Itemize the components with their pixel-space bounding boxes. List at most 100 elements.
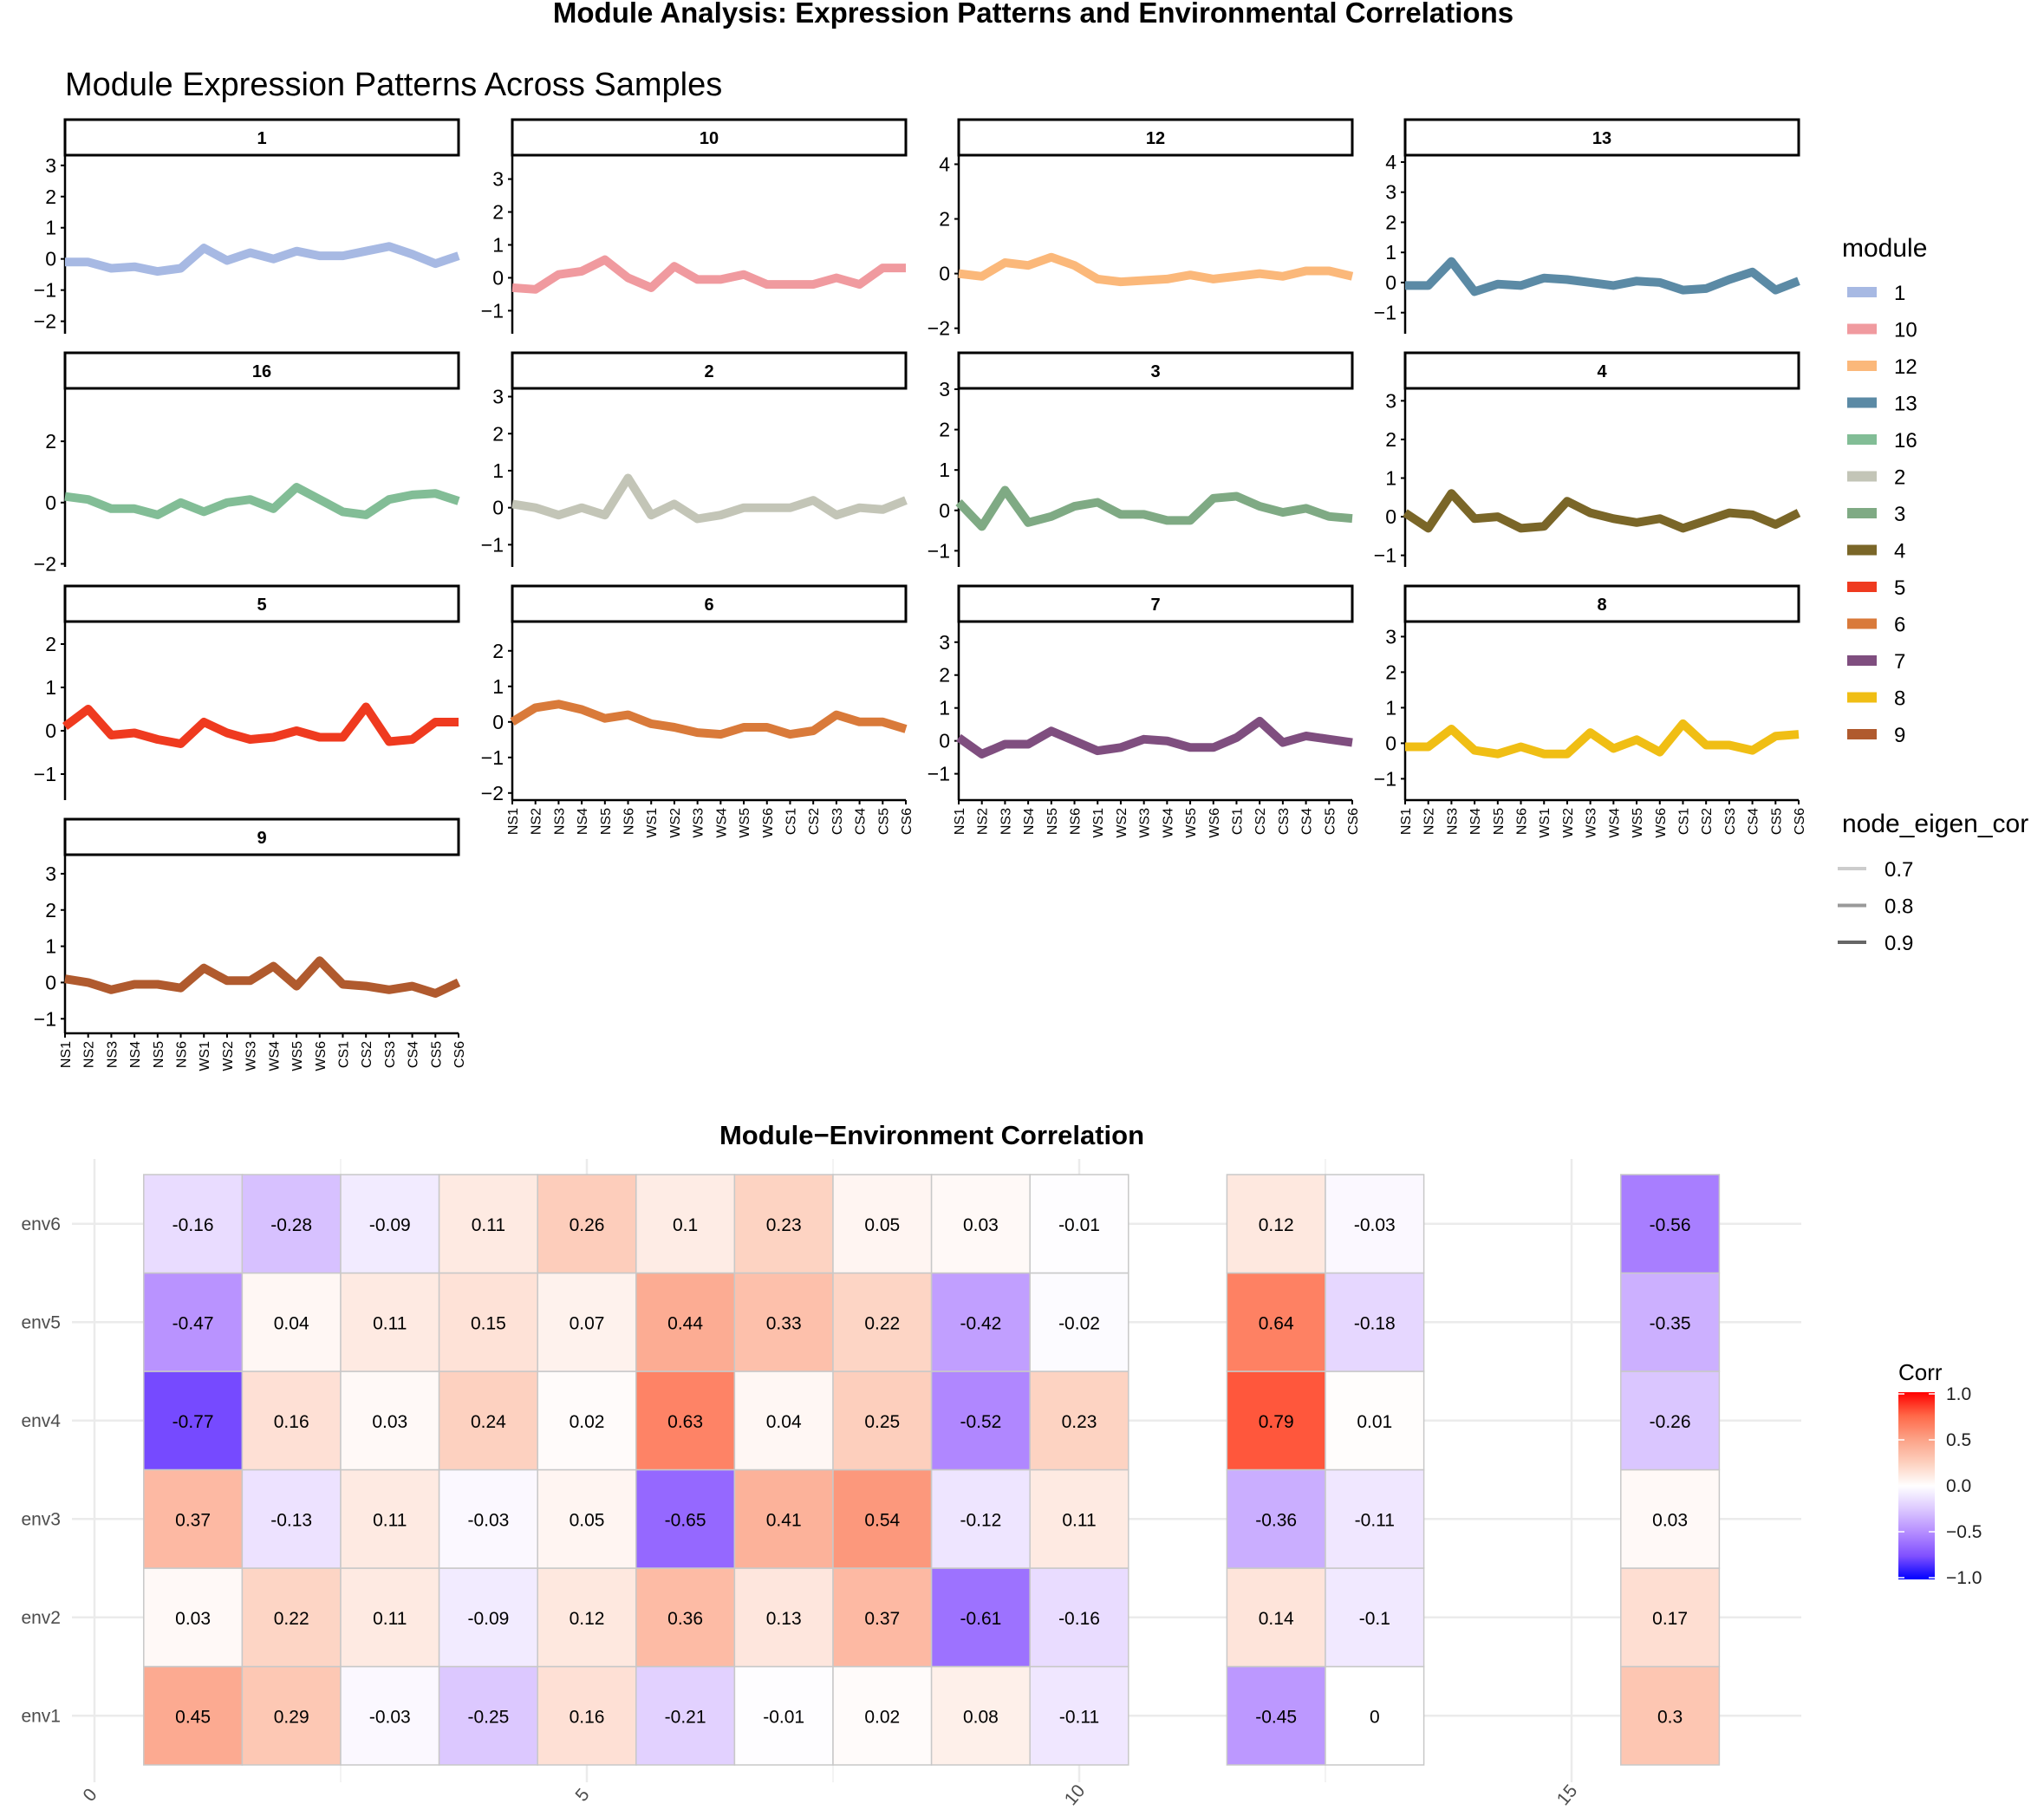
facet-strip-label: 6: [704, 596, 713, 615]
x-tick-label: WS4: [267, 1041, 282, 1071]
x-tick-label: CS3: [1277, 808, 1292, 835]
main-title: Module Analysis: Expression Patterns and…: [553, 0, 1513, 29]
x-tick-label: NS4: [576, 808, 590, 835]
x-tick-label: WS2: [1115, 808, 1129, 838]
heatmap-cell-label: -0.56: [1650, 1215, 1691, 1235]
module-legend: module11012131623456789node_eigen_cor0.7…: [1838, 234, 2028, 955]
x-tick-label: NS2: [1422, 808, 1437, 835]
x-tick-label: WS5: [1631, 808, 1645, 838]
y-tick-label: −1: [1374, 767, 1396, 790]
facet-strip-label: 13: [1592, 129, 1611, 148]
y-tick-label: 0: [45, 492, 56, 514]
heatmap-cell-label: 0.11: [1062, 1510, 1096, 1530]
colorbar-tick-label: −0.5: [1946, 1522, 1982, 1542]
y-tick-label: 4: [1385, 151, 1396, 173]
x-tick-label: NS3: [999, 808, 1013, 835]
y-tick-label: −1: [34, 1007, 56, 1030]
x-tick-label: CS6: [1346, 808, 1361, 835]
facet-strip-label: 2: [704, 362, 713, 381]
heatmap-cell-label: -0.65: [665, 1510, 706, 1530]
node-eigen-cor-legend-title: node_eigen_cor: [1842, 810, 2028, 838]
x-tick-label: WS6: [1208, 808, 1222, 838]
heatmap-cell-label: -0.09: [369, 1215, 411, 1235]
heatmap-cell-label: -0.11: [1355, 1510, 1395, 1530]
legend-key-3: [1847, 508, 1877, 518]
heatmap-cell-label: 0.11: [373, 1609, 407, 1629]
heatmap-cell-label: 0.08: [963, 1707, 999, 1727]
y-tick-label: 2: [492, 422, 504, 445]
y-tick-label: 3: [45, 863, 56, 885]
facet-strip-label: 7: [1150, 596, 1160, 615]
x-tick-label: WS6: [314, 1041, 329, 1071]
heatmap-cell-label: -0.16: [1058, 1609, 1100, 1629]
y-tick-label: 2: [1385, 428, 1396, 451]
x-tick-label: WS4: [714, 808, 729, 838]
y-tick-label: −2: [34, 310, 56, 333]
y-tick-label: 3: [492, 168, 504, 191]
y-tick-label: −1: [481, 746, 504, 769]
y-tick-label: −2: [928, 317, 950, 340]
x-tick-label: NS5: [1492, 808, 1507, 835]
heatmap-cell-label: -0.61: [960, 1609, 1001, 1629]
x-tick-label: NS5: [599, 808, 614, 835]
y-tick-label: 3: [45, 154, 56, 177]
y-tick-label: −2: [481, 782, 504, 804]
x-tick-label: WS1: [645, 808, 660, 838]
x-tick-label: NS6: [622, 808, 637, 835]
eigengene-line-12: [959, 257, 1352, 282]
y-tick-label: −1: [928, 763, 950, 785]
x-tick-label: NS5: [1045, 808, 1060, 835]
eigengene-line-8: [1405, 724, 1799, 754]
heatmap-cell-label: -0.18: [1354, 1313, 1396, 1333]
y-tick-label: −1: [1374, 544, 1396, 567]
heatmap-cell-label: 0.44: [667, 1313, 703, 1333]
x-tick-label: NS3: [1445, 808, 1460, 835]
x-tick-label: CS4: [854, 808, 869, 835]
legend-key-4: [1847, 545, 1877, 556]
y-tick-label: 0: [1385, 732, 1396, 754]
legend-key-6: [1847, 619, 1877, 629]
x-tick-label: CS1: [784, 808, 798, 835]
heatmap-cell-label: -0.45: [1255, 1707, 1297, 1727]
y-tick-label: −2: [34, 552, 56, 575]
heatmap-cell-label: -0.36: [1255, 1510, 1297, 1530]
legend-key-10: [1847, 324, 1877, 335]
y-tick-label: 1: [939, 459, 950, 481]
heatmap-cell-label: 0.36: [667, 1609, 703, 1629]
heatmap-cell-label: 0.24: [471, 1412, 506, 1432]
heatmap-cell-label: -0.03: [369, 1707, 411, 1727]
y-tick-label: 1: [1385, 696, 1396, 719]
eigengene-line-16: [65, 487, 459, 515]
y-tick-label: 0: [1385, 271, 1396, 294]
y-tick-label: 3: [492, 386, 504, 408]
legend-label: 6: [1894, 614, 1905, 637]
heatmap-cell-label: 0.14: [1259, 1609, 1294, 1629]
heatmap-cell-label: -0.09: [467, 1609, 509, 1629]
y-tick-label: 0: [45, 971, 56, 993]
y-tick-label: 3: [1385, 625, 1396, 648]
x-tick-label: CS6: [452, 1041, 467, 1068]
x-tick-label: NS3: [552, 808, 567, 835]
legend-key-7: [1847, 655, 1877, 666]
x-tick-label: NS2: [976, 808, 991, 835]
x-tick-label: CS2: [1253, 808, 1268, 835]
x-tick-label: WS4: [1607, 808, 1622, 838]
x-tick-label: WS3: [692, 808, 706, 838]
x-tick-label: CS3: [830, 808, 845, 835]
x-tick-label: WS2: [1561, 808, 1576, 838]
x-tick-label: NS6: [1515, 808, 1530, 835]
facet-panel-16: 16−202: [34, 353, 459, 575]
x-tick-label: NS6: [1069, 808, 1084, 835]
y-tick-label: 1: [45, 676, 56, 699]
heatmap-cell-label: -0.01: [1058, 1215, 1100, 1235]
y-tick-label: 3: [1385, 389, 1396, 412]
heatmap-cell-label: 0.03: [963, 1215, 999, 1235]
heatmap-cell-label: 0.15: [471, 1313, 506, 1333]
x-tick-label: WS6: [1654, 808, 1669, 838]
